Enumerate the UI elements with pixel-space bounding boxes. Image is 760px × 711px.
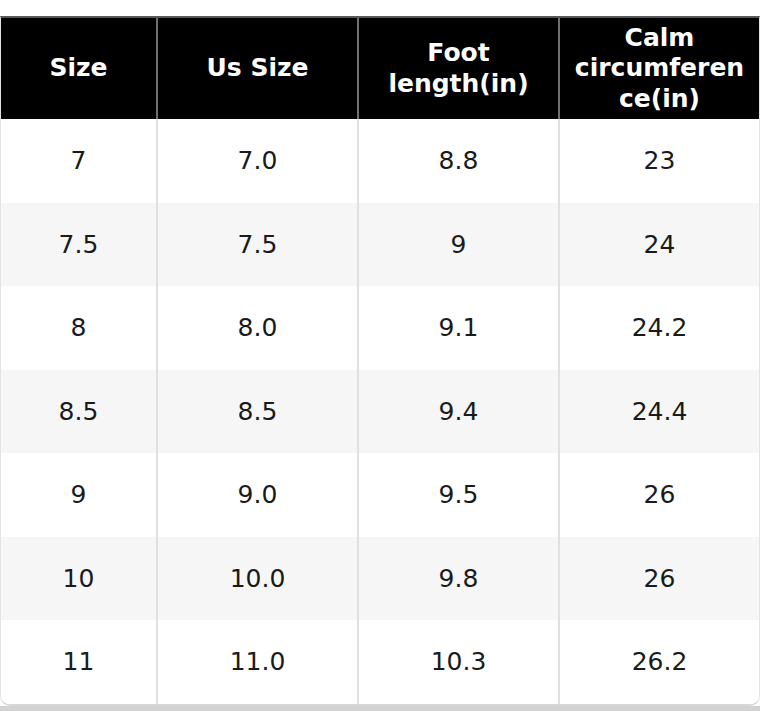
table-cell: 9.5 (357, 453, 558, 537)
table-cell: 9 (1, 453, 156, 537)
column-header-foot-length: Foot length(in) (357, 18, 558, 119)
page: Size Us Size Foot length(in) Calm circum… (0, 0, 760, 711)
table-row: 9 9.0 9.5 26 (1, 453, 759, 537)
table-cell: 24.2 (558, 286, 759, 370)
size-chart-table: Size Us Size Foot length(in) Calm circum… (1, 18, 759, 704)
table-cell: 7 (1, 119, 156, 203)
table-cell: 9 (357, 203, 558, 287)
table-cell: 8.5 (1, 370, 156, 454)
table-cell: 10.3 (357, 620, 558, 704)
table-cell: 24.4 (558, 370, 759, 454)
table-header: Size Us Size Foot length(in) Calm circum… (1, 18, 759, 119)
table-cell: 9.0 (156, 453, 357, 537)
table-cell: 23 (558, 119, 759, 203)
table-cell: 26.2 (558, 620, 759, 704)
header-row: Size Us Size Foot length(in) Calm circum… (1, 18, 759, 119)
table-cell: 8.8 (357, 119, 558, 203)
table-cell: 11.0 (156, 620, 357, 704)
table-row: 10 10.0 9.8 26 (1, 537, 759, 621)
table-cell: 26 (558, 453, 759, 537)
table-cell: 8 (1, 286, 156, 370)
table-row: 8 8.0 9.1 24.2 (1, 286, 759, 370)
bottom-strip (0, 706, 760, 711)
table-cell: 8.5 (156, 370, 357, 454)
table-cell: 7.0 (156, 119, 357, 203)
table-cell: 7.5 (1, 203, 156, 287)
table-cell: 7.5 (156, 203, 357, 287)
table-body: 7 7.0 8.8 23 7.5 7.5 9 24 8 8.0 9.1 24.2 (1, 119, 759, 704)
table-cell: 24 (558, 203, 759, 287)
table-cell: 9.1 (357, 286, 558, 370)
column-header-calm-circumference: Calm circumference(in) (558, 18, 759, 119)
table-row: 7 7.0 8.8 23 (1, 119, 759, 203)
size-chart-card: Size Us Size Foot length(in) Calm circum… (0, 16, 760, 706)
table-row: 7.5 7.5 9 24 (1, 203, 759, 287)
table-cell: 9.8 (357, 537, 558, 621)
table-cell: 11 (1, 620, 156, 704)
table-cell: 26 (558, 537, 759, 621)
table-row: 8.5 8.5 9.4 24.4 (1, 370, 759, 454)
column-header-us-size: Us Size (156, 18, 357, 119)
table-cell: 10 (1, 537, 156, 621)
table-cell: 10.0 (156, 537, 357, 621)
table-cell: 8.0 (156, 286, 357, 370)
column-header-size: Size (1, 18, 156, 119)
table-cell: 9.4 (357, 370, 558, 454)
table-row: 11 11.0 10.3 26.2 (1, 620, 759, 704)
top-spacer (0, 0, 760, 16)
